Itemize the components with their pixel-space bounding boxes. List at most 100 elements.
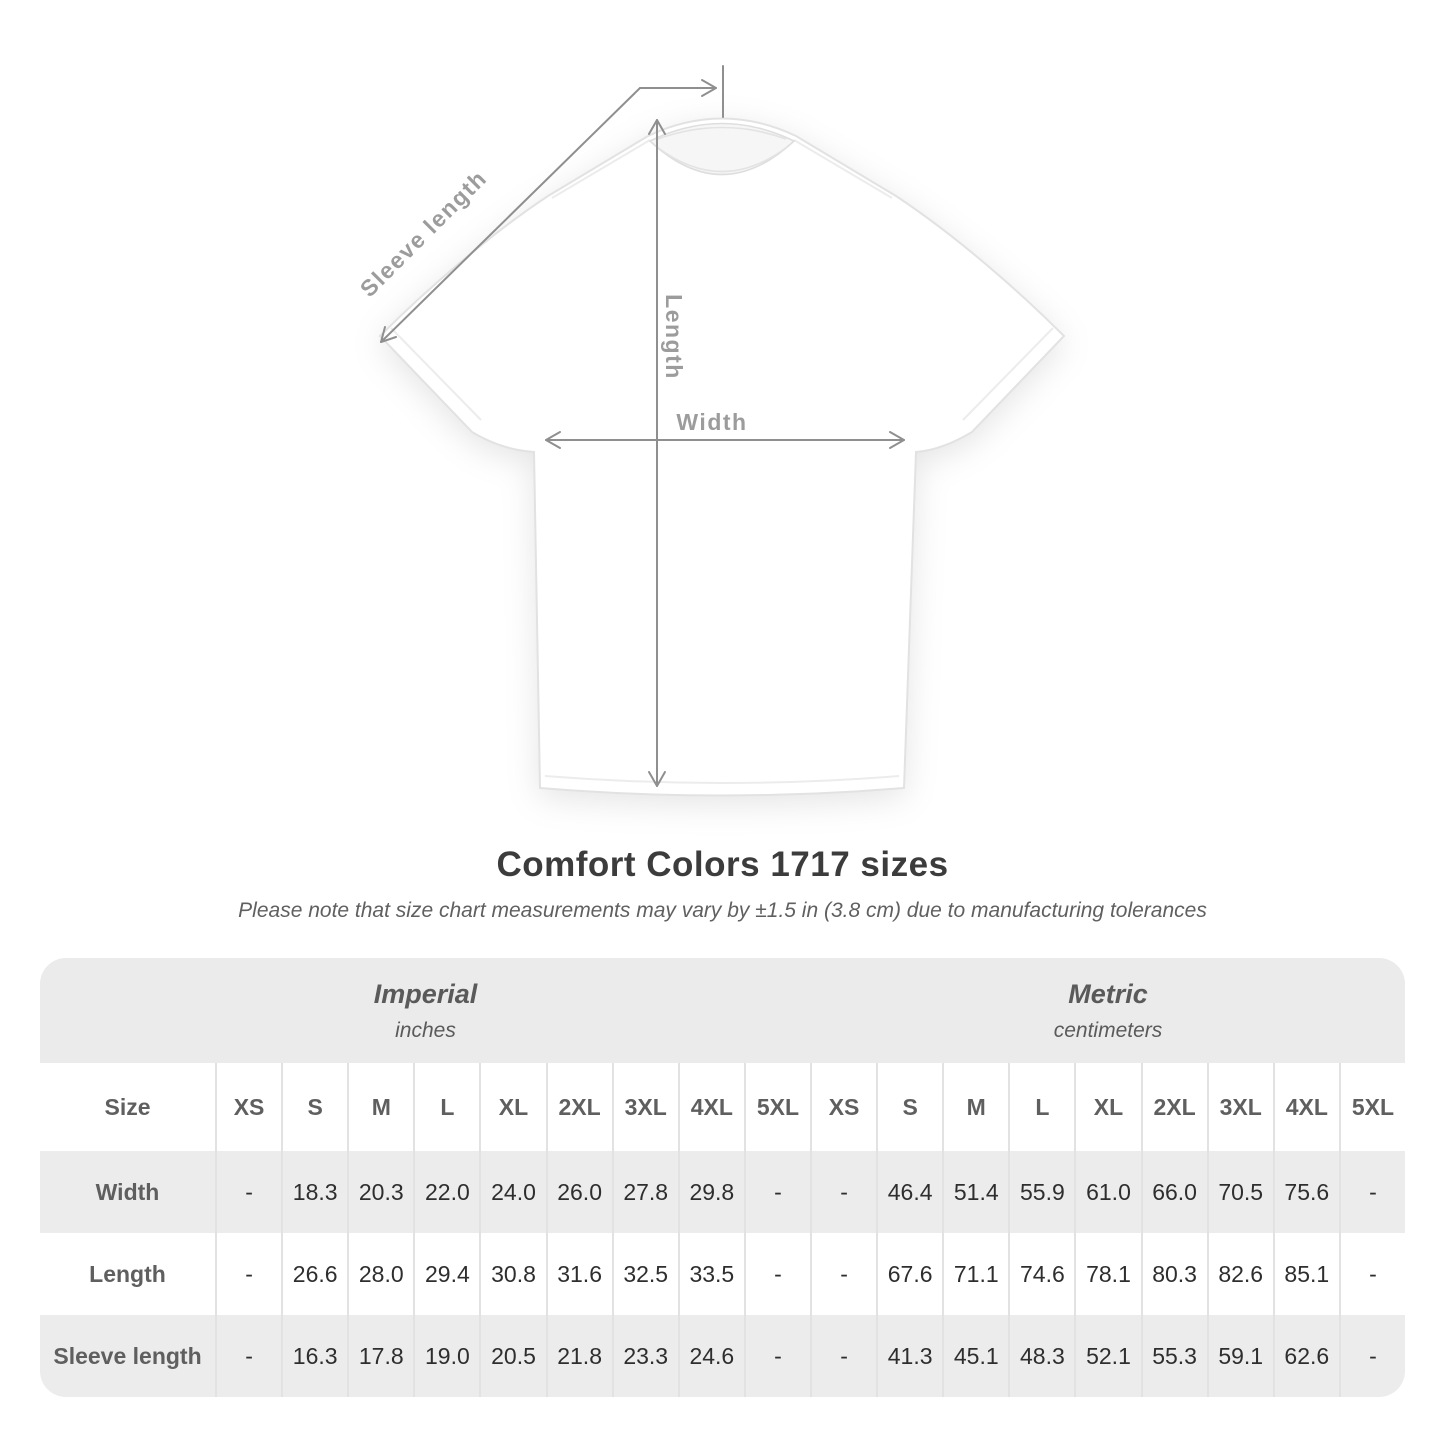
- value-cell: -: [1338, 1315, 1405, 1397]
- value-cell: 62.6: [1272, 1315, 1339, 1397]
- value-cell: 29.8: [677, 1151, 744, 1233]
- value-cell: 41.3: [876, 1315, 942, 1397]
- unit-header-band: Imperial inches Metric centimeters: [40, 958, 1405, 1063]
- value-cell: 16.3: [281, 1315, 347, 1397]
- row-label: Sleeve length: [53, 1342, 202, 1369]
- value-cell: -: [809, 1315, 876, 1397]
- value-cell: 59.1: [1206, 1315, 1273, 1397]
- length-arrow: [648, 119, 666, 787]
- value-cell: 52.1: [1074, 1315, 1140, 1397]
- size-column-header: Size: [104, 1093, 151, 1120]
- value-cell: 82.6: [1206, 1233, 1273, 1315]
- value-cell: 55.9: [1008, 1151, 1074, 1233]
- value-cell: 27.8: [611, 1151, 678, 1233]
- left-cuff-seam: [390, 327, 482, 421]
- value-cell: 45.1: [942, 1315, 1008, 1397]
- size-header-cell: 3XL: [1206, 1063, 1273, 1151]
- imperial-title: Imperial: [373, 978, 478, 1009]
- metric-unit: centimeters: [1053, 1018, 1163, 1042]
- size-header-cell: S: [281, 1063, 347, 1151]
- value-cell: -: [743, 1233, 810, 1315]
- width-arrow: [545, 431, 905, 449]
- value-cell: 17.8: [347, 1315, 413, 1397]
- size-header-cell: 5XL: [1338, 1063, 1405, 1151]
- value-cell: 26.6: [281, 1233, 347, 1315]
- value-cell: -: [1338, 1151, 1405, 1233]
- collar-back-seam: [657, 126, 787, 140]
- collar-front-seam: [656, 146, 788, 173]
- value-cell: 75.6: [1272, 1151, 1339, 1233]
- tshirt-illustration: [378, 117, 1066, 797]
- value-cell: 33.5: [677, 1233, 744, 1315]
- value-cell: 46.4: [876, 1151, 942, 1233]
- width-label: Width: [676, 409, 747, 435]
- page-title: Comfort Colors 1717 sizes: [496, 845, 949, 884]
- right-shoulder-seam: [793, 139, 893, 199]
- hem-seam: [544, 775, 900, 784]
- value-cell: 24.0: [479, 1151, 545, 1233]
- value-cell: 23.3: [611, 1315, 678, 1397]
- value-cell: -: [809, 1233, 876, 1315]
- value-cell: 85.1: [1272, 1233, 1339, 1315]
- size-header-cell: XL: [1074, 1063, 1140, 1151]
- neck-opening: [648, 122, 796, 176]
- page-subtitle: Please note that size chart measurements…: [238, 899, 1207, 922]
- size-header-cell: 3XL: [611, 1063, 678, 1151]
- size-header-cell: M: [942, 1063, 1008, 1151]
- value-cell: 71.1: [942, 1233, 1008, 1315]
- value-cell: 61.0: [1074, 1151, 1140, 1233]
- value-cell: 30.8: [479, 1233, 545, 1315]
- value-cell: 19.0: [413, 1315, 479, 1397]
- metric-header: Metric centimeters: [811, 958, 1405, 1063]
- right-cuff-seam: [962, 327, 1054, 421]
- value-cell: 51.4: [942, 1151, 1008, 1233]
- value-cell: 70.5: [1206, 1151, 1273, 1233]
- value-cell: 29.4: [413, 1233, 479, 1315]
- table-row: Width -18.3 20.3 22.0 24.0 26.0 27.8 29.8- -46.4…: [40, 1151, 1405, 1233]
- tshirt-measurement-diagram: Sleeve length Length Width: [355, 65, 1066, 797]
- value-cell: 26.0: [545, 1151, 612, 1233]
- table-body: Width -18.3 20.3 22.0 24.0 26.0 27.8 29.8- -46.4…: [40, 1151, 1405, 1397]
- heading-block: Comfort Colors 1717 sizes Please note th…: [0, 845, 1445, 923]
- table-row: Length -26.6 28.0 29.4 30.8 31.6 32.5 33.5- -67.…: [40, 1233, 1405, 1315]
- value-cell: 31.6: [545, 1233, 612, 1315]
- sleeve-length-arrow: [380, 65, 724, 343]
- value-cell: 20.3: [347, 1151, 413, 1233]
- value-cell: -: [743, 1151, 810, 1233]
- size-header-cell: XS: [215, 1063, 281, 1151]
- size-table: Imperial inches Metric centimeters Size …: [40, 958, 1405, 1397]
- value-cell: 18.3: [281, 1151, 347, 1233]
- imperial-header: Imperial inches: [40, 958, 811, 1063]
- value-cell: 80.3: [1140, 1233, 1207, 1315]
- value-cell: 55.3: [1140, 1315, 1207, 1397]
- size-header-cell: M: [347, 1063, 413, 1151]
- value-cell: 78.1: [1074, 1233, 1140, 1315]
- size-header-cell: S: [876, 1063, 942, 1151]
- row-label: Width: [95, 1178, 160, 1205]
- value-cell: 24.6: [677, 1315, 744, 1397]
- size-header-cell: 4XL: [677, 1063, 744, 1151]
- size-header-cell: XL: [479, 1063, 545, 1151]
- size-header-cell: 2XL: [1140, 1063, 1207, 1151]
- value-cell: 66.0: [1140, 1151, 1207, 1233]
- size-header-cell: 5XL: [743, 1063, 810, 1151]
- imperial-unit: inches: [395, 1018, 456, 1042]
- value-cell: 22.0: [413, 1151, 479, 1233]
- size-header-cell: L: [413, 1063, 479, 1151]
- value-cell: -: [809, 1151, 876, 1233]
- sizes-header-row: Size XS S M L XL 2XL 3XL 4XL 5XL XS S M L XL 2XL 3XL 4XL…: [40, 1063, 1405, 1151]
- left-shoulder-seam: [551, 139, 651, 199]
- table-row: Sleeve length -16.3 17.8 19.0 20.5 21.8 23.3 24…: [40, 1315, 1405, 1397]
- size-header-cell: 2XL: [545, 1063, 612, 1151]
- size-header-cell: L: [1008, 1063, 1074, 1151]
- value-cell: 67.6: [876, 1233, 942, 1315]
- value-cell: 32.5: [611, 1233, 678, 1315]
- row-label: Length: [89, 1260, 166, 1287]
- value-cell: 48.3: [1008, 1315, 1074, 1397]
- size-header-cell: 4XL: [1272, 1063, 1339, 1151]
- value-cell: -: [743, 1315, 810, 1397]
- length-label: Length: [661, 294, 687, 380]
- value-cell: 28.0: [347, 1233, 413, 1315]
- value-cell: -: [215, 1233, 281, 1315]
